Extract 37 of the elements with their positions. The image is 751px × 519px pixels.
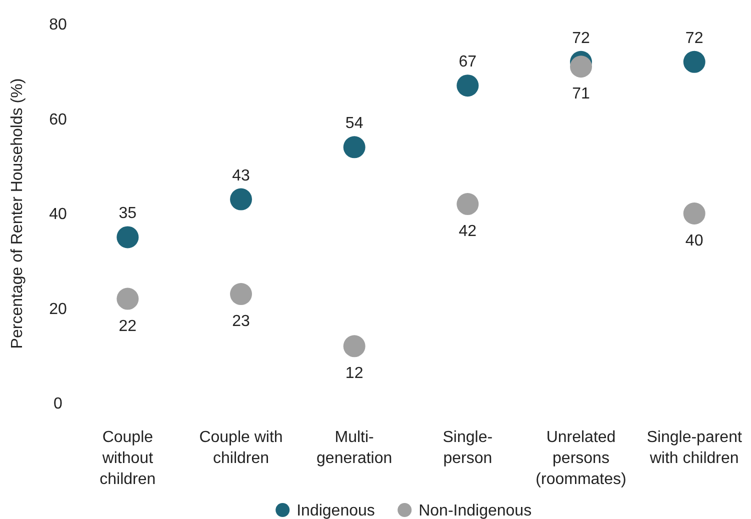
y-tick-label: 20 [49, 300, 67, 318]
legend-label: Non-Indigenous [418, 502, 532, 519]
data-label: 22 [118, 318, 137, 335]
point [570, 56, 592, 78]
y-tick-label: 0 [54, 396, 63, 413]
x-tick-label: Multi- generation [316, 429, 392, 467]
data-label: 35 [118, 205, 137, 222]
data-label: 54 [345, 115, 364, 132]
data-label: 67 [458, 54, 477, 71]
legend-label: Indigenous [296, 502, 375, 519]
data-label: 42 [458, 223, 477, 240]
point [683, 50, 706, 73]
point [116, 226, 139, 248]
data-label: 43 [232, 167, 250, 184]
y-tick-label: 40 [49, 206, 67, 224]
x-tick-label: Single- person [442, 429, 493, 467]
data-label: 72 [572, 30, 590, 47]
y-tick-label: 80 [49, 16, 67, 34]
data-label: 40 [685, 232, 704, 250]
data-label: 71 [572, 86, 590, 103]
point [683, 202, 706, 224]
point [230, 188, 252, 210]
data-label: 12 [345, 365, 364, 382]
point [456, 74, 479, 97]
x-tick-label: Unrelated persons (roommates) [536, 429, 626, 488]
y-axis-title: Percentage of Renter Households (%) [9, 78, 26, 349]
x-tick-label: Single-parent with children [646, 429, 742, 467]
x-tick-label: Couple with children [199, 429, 283, 467]
point [456, 193, 479, 216]
point [343, 335, 366, 358]
point [230, 283, 252, 306]
data-label: 23 [232, 313, 250, 330]
y-tick-label: 60 [49, 111, 67, 128]
x-tick-label: Couple without children [100, 429, 156, 488]
data-label: 72 [685, 30, 704, 47]
point [116, 288, 139, 310]
point [343, 136, 366, 158]
